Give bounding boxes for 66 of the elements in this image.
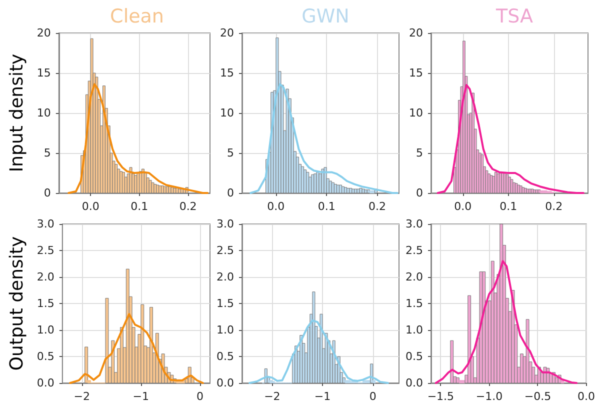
y-tick-label: 3.0 xyxy=(216,218,234,230)
y-tick-label: 2.5 xyxy=(216,244,234,257)
y-tick-label: 2.0 xyxy=(36,270,54,284)
x-tick-label: 0.1 xyxy=(130,200,148,213)
x-tick-label: −1 xyxy=(132,390,150,402)
y-tick-label: 20 xyxy=(220,26,234,40)
x-tick-label: 0.1 xyxy=(500,200,518,213)
y-axis-title: Output density xyxy=(6,236,28,371)
y-tick-label: 0.0 xyxy=(36,376,54,390)
x-tick-label: 0 xyxy=(369,390,376,402)
line-series xyxy=(69,313,204,384)
y-tick-label: 0.5 xyxy=(406,350,423,363)
y-tick-label: 2.0 xyxy=(216,270,234,284)
x-tick-label: 0.2 xyxy=(545,200,563,213)
y-tick-label: 2.5 xyxy=(36,244,54,257)
y-tick-label: 20 xyxy=(409,26,423,40)
y-tick-label: 15 xyxy=(409,66,423,80)
y-tick-label: 10 xyxy=(409,106,423,120)
y-tick-label: 1.0 xyxy=(36,324,54,336)
y-tick-label: 15 xyxy=(36,66,51,80)
y-tick-label: 0.0 xyxy=(216,376,234,390)
y-tick-label: 1.0 xyxy=(216,324,234,336)
y-tick-label: 15 xyxy=(220,66,234,80)
y-tick-label: 0.0 xyxy=(406,376,423,390)
x-tick-label: 0.0 xyxy=(82,200,100,213)
y-tick-label: 1.5 xyxy=(36,297,54,310)
x-tick-label: 0.0 xyxy=(267,200,285,213)
y-tick-label: 0 xyxy=(416,186,423,200)
y-tick-label: 0 xyxy=(44,186,51,200)
x-tick-label: 0.1 xyxy=(318,200,336,213)
y-tick-label: 5 xyxy=(44,146,51,160)
y-tick-label: 1.0 xyxy=(406,324,423,336)
x-tick-label: 0.2 xyxy=(368,200,386,213)
y-tick-label: 2.5 xyxy=(406,244,423,257)
line-series xyxy=(250,83,398,194)
x-tick-label: −1.0 xyxy=(476,390,503,402)
y-tick-label: 0.5 xyxy=(36,350,54,363)
y-axis-title: Input density xyxy=(6,53,28,172)
x-tick-label: −2 xyxy=(74,390,90,402)
chart-title: Clean xyxy=(110,6,164,28)
y-tick-label: 20 xyxy=(36,26,51,40)
x-tick-label: 0.0 xyxy=(578,390,596,402)
x-tick-label: −1 xyxy=(314,390,331,402)
x-tick-label: −1.5 xyxy=(427,390,454,402)
y-tick-label: 3.0 xyxy=(36,218,54,230)
y-tick-label: 0 xyxy=(227,186,234,200)
chart-title: GWN xyxy=(302,6,350,28)
line-series xyxy=(68,83,209,194)
y-tick-label: 1.5 xyxy=(216,297,234,310)
line-series xyxy=(248,319,389,384)
y-tick-label: 3.0 xyxy=(406,218,423,230)
line-series xyxy=(434,260,578,384)
line-series xyxy=(436,84,584,194)
x-tick-label: 0.0 xyxy=(454,200,472,213)
x-tick-label: −0.5 xyxy=(524,390,552,402)
y-tick-label: 5 xyxy=(416,146,423,160)
y-tick-label: 10 xyxy=(36,106,51,120)
y-tick-label: 1.5 xyxy=(406,297,423,310)
y-tick-label: 5 xyxy=(227,146,234,160)
chart-title: TSA xyxy=(494,6,534,28)
x-tick-label: −2 xyxy=(264,390,280,402)
y-tick-label: 10 xyxy=(220,106,234,120)
x-tick-label: 0 xyxy=(196,390,204,402)
x-tick-label: 0.2 xyxy=(179,200,197,213)
y-tick-label: 0.5 xyxy=(216,350,234,363)
y-tick-label: 2.0 xyxy=(406,270,423,284)
